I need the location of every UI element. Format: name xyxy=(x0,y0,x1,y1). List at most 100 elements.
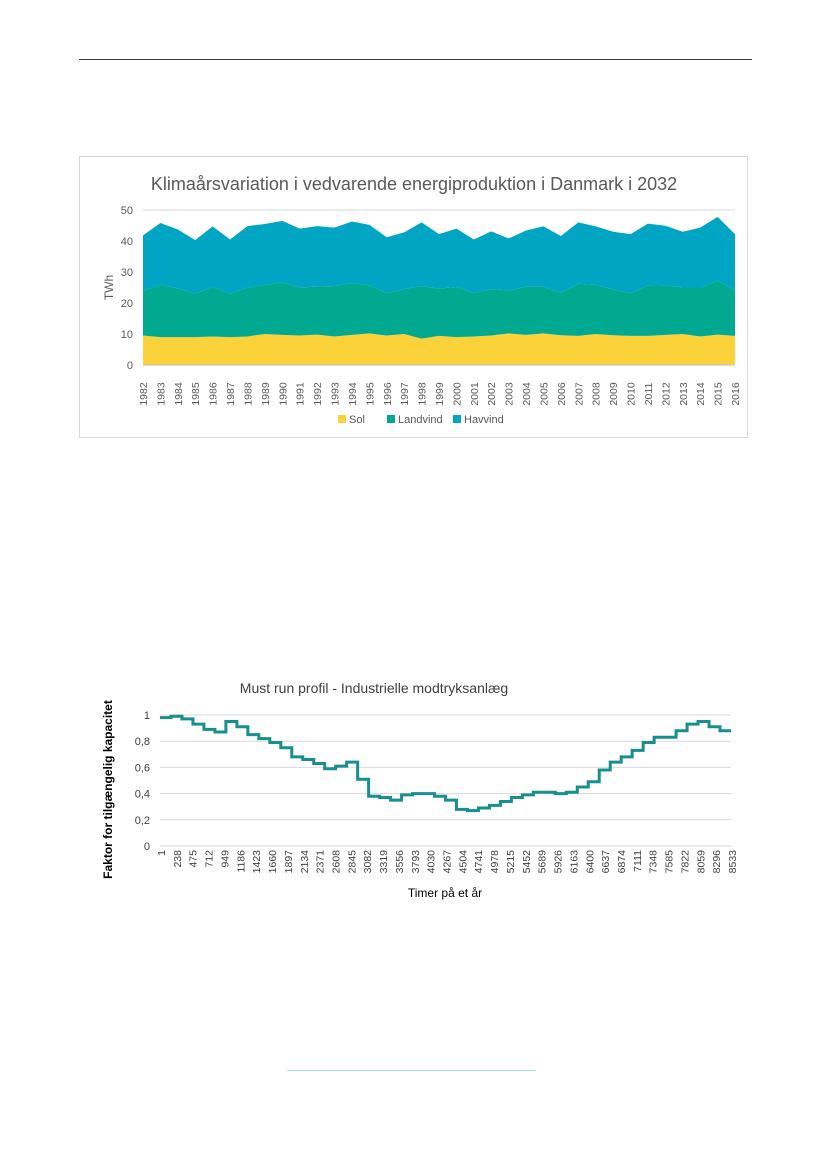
x-tick-label: 1186 xyxy=(235,850,247,873)
x-tick-label: 2011 xyxy=(643,383,655,406)
chart-mustrun: Must run profil - Industrielle modtryksa… xyxy=(100,672,750,912)
x-tick-label: 4978 xyxy=(489,850,501,874)
x-tick-label: 2002 xyxy=(486,382,498,406)
y-tick-label: 0 xyxy=(144,841,150,853)
x-tick-label: 2001 xyxy=(469,382,481,406)
x-tick-label: 1983 xyxy=(155,382,167,406)
y-tick-label: 0,4 xyxy=(135,789,150,801)
x-tick-label: 475 xyxy=(188,850,200,868)
x-tick-label: 2134 xyxy=(299,850,311,874)
x-tick-label: 3319 xyxy=(378,850,390,874)
legend-swatch-sol xyxy=(338,415,346,423)
x-tick-label: 1996 xyxy=(382,382,394,406)
x-tick-label: 6637 xyxy=(600,850,612,874)
x-tick-label: 8296 xyxy=(711,850,723,874)
x-tick-label: 1999 xyxy=(434,382,446,406)
x-tick-label: 2013 xyxy=(678,382,690,406)
chart-klimaar-svg: Klimaårsvariation i vedvarende energipro… xyxy=(102,174,742,426)
x-tick-label: 6163 xyxy=(568,850,580,874)
x-tick-label: 1998 xyxy=(417,382,429,406)
y-axis-label: Faktor for tilgængelig kapacitet xyxy=(101,700,115,879)
x-tick-label: 2015 xyxy=(713,382,725,406)
x-tick-label: 2014 xyxy=(695,382,707,406)
y-tick-label: 0,2 xyxy=(135,815,150,827)
x-tick-label: 1984 xyxy=(173,382,185,406)
x-tick-label: 7111 xyxy=(632,850,644,872)
x-tick-label: 2006 xyxy=(556,382,568,406)
y-axis-label: TWh xyxy=(102,275,116,300)
legend-swatch-landvind xyxy=(387,415,395,423)
x-tick-label: 1990 xyxy=(277,382,289,406)
area-series-landvind xyxy=(143,280,735,339)
x-tick-label: 4030 xyxy=(426,850,438,874)
x-tick-label: 2009 xyxy=(608,382,620,406)
chart-mustrun-svg: Must run profil - Industrielle modtryksa… xyxy=(101,680,739,900)
legend-swatch-havvind xyxy=(453,415,461,423)
y-tick-label: 20 xyxy=(121,298,133,310)
x-tick-label: 2007 xyxy=(573,382,585,406)
x-tick-label: 2004 xyxy=(521,382,533,406)
x-tick-label: 1992 xyxy=(312,382,324,406)
x-tick-label: 712 xyxy=(204,850,216,868)
x-tick-label: 949 xyxy=(219,850,231,868)
chart-title: Must run profil - Industrielle modtryksa… xyxy=(240,680,508,696)
chart-klimaar: Klimaårsvariation i vedvarende energipro… xyxy=(79,156,748,438)
x-tick-label: 6400 xyxy=(584,850,596,874)
x-tick-label: 1988 xyxy=(242,382,254,406)
x-tick-label: 2010 xyxy=(626,382,638,406)
x-tick-label: 5215 xyxy=(505,850,517,874)
x-tick-label: 1423 xyxy=(251,850,263,874)
x-tick-label: 4267 xyxy=(442,850,454,874)
y-tick-label: 0 xyxy=(127,360,133,372)
x-tick-label: 1660 xyxy=(267,850,279,874)
x-tick-label: 1995 xyxy=(364,382,376,406)
x-tick-label: 2608 xyxy=(330,850,342,874)
x-tick-label: 1991 xyxy=(295,382,307,406)
x-tick-label: 2000 xyxy=(451,382,463,406)
y-tick-label: 40 xyxy=(121,236,133,248)
x-tick-label: 4741 xyxy=(473,850,485,874)
x-tick-label: 6874 xyxy=(616,850,628,874)
x-tick-label: 3793 xyxy=(410,850,422,874)
x-tick-label: 1 xyxy=(156,850,168,856)
x-tick-label: 2845 xyxy=(346,850,358,874)
area-series-havvind xyxy=(143,216,735,294)
x-tick-label: 2003 xyxy=(504,382,516,406)
x-tick-label: 1985 xyxy=(190,382,202,406)
x-axis-label: Timer på et år xyxy=(408,886,482,900)
x-tick-label: 8533 xyxy=(727,850,739,874)
x-tick-label: 2012 xyxy=(660,382,672,406)
x-tick-label: 1982 xyxy=(138,382,150,406)
x-tick-label: 5926 xyxy=(553,850,565,874)
y-tick-label: 0,6 xyxy=(135,762,150,774)
y-tick-label: 0,8 xyxy=(135,736,150,748)
x-tick-label: 3082 xyxy=(362,850,374,874)
x-tick-label: 5689 xyxy=(537,850,549,874)
y-tick-label: 1 xyxy=(144,710,150,722)
x-tick-label: 2371 xyxy=(315,850,327,874)
x-tick-label: 1986 xyxy=(208,382,220,406)
x-tick-label: 1989 xyxy=(260,382,272,406)
y-tick-label: 50 xyxy=(121,205,133,217)
x-tick-label: 4504 xyxy=(457,850,469,874)
x-tick-label: 3556 xyxy=(394,850,406,874)
series-line-mustrun xyxy=(160,714,731,813)
x-tick-label: 8059 xyxy=(695,850,707,874)
area-series-sol xyxy=(143,333,735,365)
x-tick-label: 1993 xyxy=(330,382,342,406)
legend-label-sol: Sol xyxy=(349,414,365,426)
x-tick-label: 238 xyxy=(172,850,184,868)
footnote-rule xyxy=(287,1070,536,1071)
x-tick-label: 7348 xyxy=(648,850,660,874)
x-tick-label: 1987 xyxy=(225,382,237,406)
x-tick-label: 1897 xyxy=(283,850,295,874)
x-tick-label: 7585 xyxy=(664,850,676,874)
x-tick-label: 1997 xyxy=(399,382,411,406)
y-tick-label: 10 xyxy=(121,329,133,341)
x-tick-label: 5452 xyxy=(521,850,533,874)
x-tick-label: 2005 xyxy=(538,382,550,406)
x-tick-label: 2016 xyxy=(730,382,742,406)
header-rule xyxy=(79,59,752,60)
x-tick-label: 2008 xyxy=(591,382,603,406)
legend-label-havvind: Havvind xyxy=(464,414,504,426)
